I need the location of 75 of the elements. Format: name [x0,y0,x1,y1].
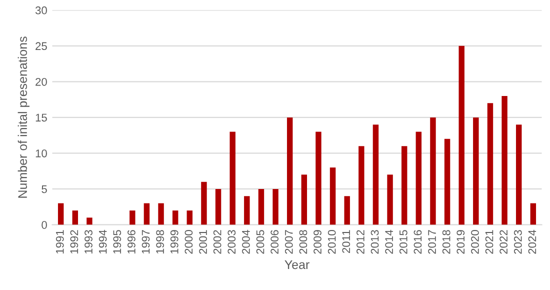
x-tick-label: 2020 [471,230,479,254]
x-tick-label: 2006 [270,230,279,254]
bar [502,96,508,225]
y-axis-title: Number of inital presenations [18,36,30,198]
x-tick-label: 2016 [414,230,422,254]
x-tick-label: 2022 [500,230,508,254]
bar [316,132,322,225]
x-tick-label: 2019 [456,230,465,254]
x-tick-label: 2009 [314,230,322,254]
x-tick-label: 1998 [156,230,164,254]
bar [444,138,450,225]
x-tick-label: 1992 [70,230,78,254]
bar [358,146,364,225]
y-tick-label: 0 [42,221,47,229]
bar [144,203,150,225]
bar [201,182,207,225]
bar [272,188,278,225]
y-tick-label: 10 [36,149,47,158]
x-axis-title: Year [284,260,310,270]
bar [215,188,222,225]
y-tick-label: 5 [42,185,47,194]
x-tick-label: 2011 [342,230,350,253]
x-tick-label: 2014 [385,230,394,254]
bar [72,210,78,225]
bar [258,188,264,225]
x-tick-label: 2018 [442,230,450,254]
bar [416,132,422,225]
bar [58,203,64,225]
bar [530,203,536,225]
bar [244,196,250,225]
x-tick-label: 2015 [399,230,408,254]
x-tick-label: 1997 [142,230,150,254]
x-tick-label: 2003 [228,230,236,254]
bar [372,124,379,225]
bar [458,46,464,225]
x-tick-label: 2008 [299,230,308,254]
x-tick-label: 1996 [128,230,136,254]
x-tick-label: 2017 [428,230,436,254]
x-tick-label: 2010 [328,230,336,254]
x-tick-label: 1999 [170,230,178,254]
x-tick-label: 2004 [242,230,250,254]
bar [86,218,92,225]
bar [516,124,522,225]
x-tick-label: 2001 [199,230,207,254]
x-tick-label: 2021 [485,230,494,254]
bar [487,103,494,225]
x-tick-label: 1994 [98,230,107,254]
bar [330,168,336,225]
bar [430,117,436,225]
bar [230,132,236,225]
bar [172,210,178,225]
bar [387,174,393,225]
x-tick-label: 2024 [528,230,536,254]
bar [186,210,193,225]
y-tick-label: 15 [36,114,47,122]
x-tick-label: 2002 [213,230,222,254]
x-tick-label: 1991 [56,230,64,254]
x-tick-label: 2013 [370,230,379,254]
x-tick-label: 2000 [184,230,193,254]
x-tick-label: 2023 [514,230,522,254]
x-tick-label: 1995 [113,230,122,254]
x-tick-label: 2005 [256,230,264,254]
bar [158,203,164,225]
y-tick-label: 25 [36,42,47,50]
x-tick-label: 2007 [284,230,293,254]
bar [286,117,293,225]
bar [301,174,308,225]
bar [344,196,350,225]
y-tick-label: 20 [36,78,47,86]
bar [473,117,479,225]
x-tick-label: 2012 [356,230,364,254]
bar [401,146,408,225]
x-tick-label: 1993 [84,230,92,254]
bar [130,210,136,225]
y-tick-label: 30 [35,6,47,14]
